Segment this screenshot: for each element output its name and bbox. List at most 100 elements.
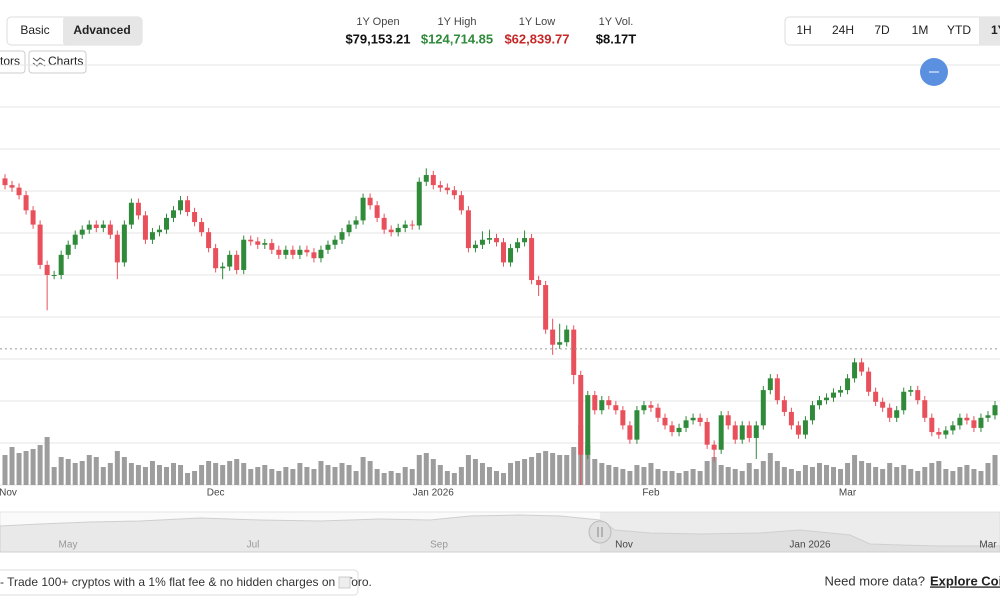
candle-body	[16, 187, 22, 196]
candle-body	[550, 329, 556, 345]
candle-body	[430, 175, 436, 186]
footer-question: Need more data?	[825, 573, 925, 588]
navigator-label: May	[59, 540, 78, 551]
candle-body	[479, 239, 485, 245]
candle-body	[613, 405, 619, 411]
candle-body	[711, 444, 717, 450]
volume-bar	[529, 457, 535, 485]
candle-body	[873, 391, 879, 402]
volume-bar	[788, 469, 794, 485]
tool-button[interactable]	[28, 50, 87, 74]
navigator-selection[interactable]	[600, 512, 1000, 552]
candle-body	[557, 342, 563, 345]
stat-label: 1Y Vol.	[599, 16, 634, 28]
navigator-label: Jan 2026	[789, 540, 831, 551]
candle-body	[93, 224, 99, 228]
candle-body	[971, 420, 977, 428]
candle-body	[472, 244, 478, 249]
navigator-label: Nov	[615, 540, 633, 551]
candle-body	[262, 243, 268, 245]
chart: Nov Dec Jan 2026 Feb Mar	[0, 64, 1000, 499]
candle-body	[767, 378, 773, 391]
candle-body	[114, 234, 120, 263]
candle-body	[58, 254, 64, 275]
volume-bar	[929, 463, 935, 485]
navigator-area	[0, 514, 1000, 553]
volume-bar	[585, 445, 591, 485]
range-button[interactable]: YTD	[947, 23, 971, 37]
candle-body	[859, 362, 865, 372]
candle-body	[522, 238, 528, 243]
range-button[interactable]: 1M	[912, 23, 929, 37]
volume-bar	[381, 473, 387, 485]
promo-box[interactable]	[0, 569, 359, 596]
candle-body	[30, 210, 36, 225]
volume-bar	[599, 463, 605, 485]
volume-bar	[451, 473, 457, 485]
volume-bar	[367, 461, 373, 485]
volume-bar	[564, 455, 570, 485]
tab[interactable]: Basic	[20, 23, 49, 37]
candle-body	[964, 417, 970, 421]
candle-body	[760, 390, 766, 426]
candle-body	[704, 422, 710, 445]
candle-body	[409, 224, 415, 226]
volume-bar	[185, 473, 191, 485]
promo-icon	[338, 576, 351, 589]
candle-body	[669, 425, 675, 433]
candle-body	[753, 425, 759, 438]
candle-body	[866, 371, 872, 392]
volume-bar	[781, 467, 787, 485]
volume-bar	[9, 447, 15, 485]
candle-body	[234, 254, 240, 270]
range-button[interactable]: 1Y	[991, 23, 1000, 37]
volume-bar	[838, 469, 844, 485]
volume-bar	[648, 463, 654, 485]
candle-body	[79, 229, 85, 235]
volume-bar	[971, 469, 977, 485]
volume-bar	[845, 463, 851, 485]
candle-body	[241, 239, 247, 270]
navigator-handle[interactable]	[588, 520, 612, 544]
range-button[interactable]: 7D	[874, 23, 890, 37]
volume-bar	[107, 463, 113, 485]
range-button[interactable]: 24H	[832, 23, 854, 37]
volume-bar	[711, 457, 717, 485]
candle-body	[915, 390, 921, 401]
candle-body	[992, 405, 998, 416]
volume-bar	[465, 455, 471, 485]
footer-link[interactable]: Explore Coin	[930, 573, 1000, 588]
candle-body	[220, 266, 226, 269]
tool-label[interactable]: tors	[0, 54, 20, 68]
promo-text[interactable]: - Trade 100+ cryptos with a 1% flat fee …	[0, 575, 372, 589]
tab[interactable]: Advanced	[73, 23, 130, 37]
candle-body	[655, 407, 661, 418]
volume-bar	[627, 471, 633, 485]
candle-body	[978, 417, 984, 428]
volume-bar	[795, 471, 801, 485]
volume-bar	[234, 459, 240, 485]
volume-bar	[423, 453, 429, 485]
volume-bar	[486, 467, 492, 485]
range-button[interactable]: 1H	[796, 23, 811, 37]
stat-value: $62,839.77	[504, 31, 569, 46]
volume-bar	[536, 453, 542, 485]
tool-label[interactable]: Charts	[48, 54, 83, 68]
candle-body	[353, 220, 359, 225]
candle-body	[648, 405, 654, 408]
volume-bar	[515, 461, 521, 485]
candle-body	[802, 420, 808, 435]
volume-bar	[634, 465, 640, 485]
volume-bar	[950, 471, 956, 485]
candle-body	[304, 249, 310, 253]
volume-bar	[332, 467, 338, 485]
candle-body	[606, 400, 612, 406]
candle-body	[922, 400, 928, 418]
volume-bar	[58, 457, 64, 485]
volume-bar	[479, 463, 485, 485]
candle-body	[9, 185, 15, 188]
tool-button[interactable]	[0, 50, 26, 74]
volume-bar	[416, 455, 422, 485]
volume-bar	[493, 471, 499, 485]
